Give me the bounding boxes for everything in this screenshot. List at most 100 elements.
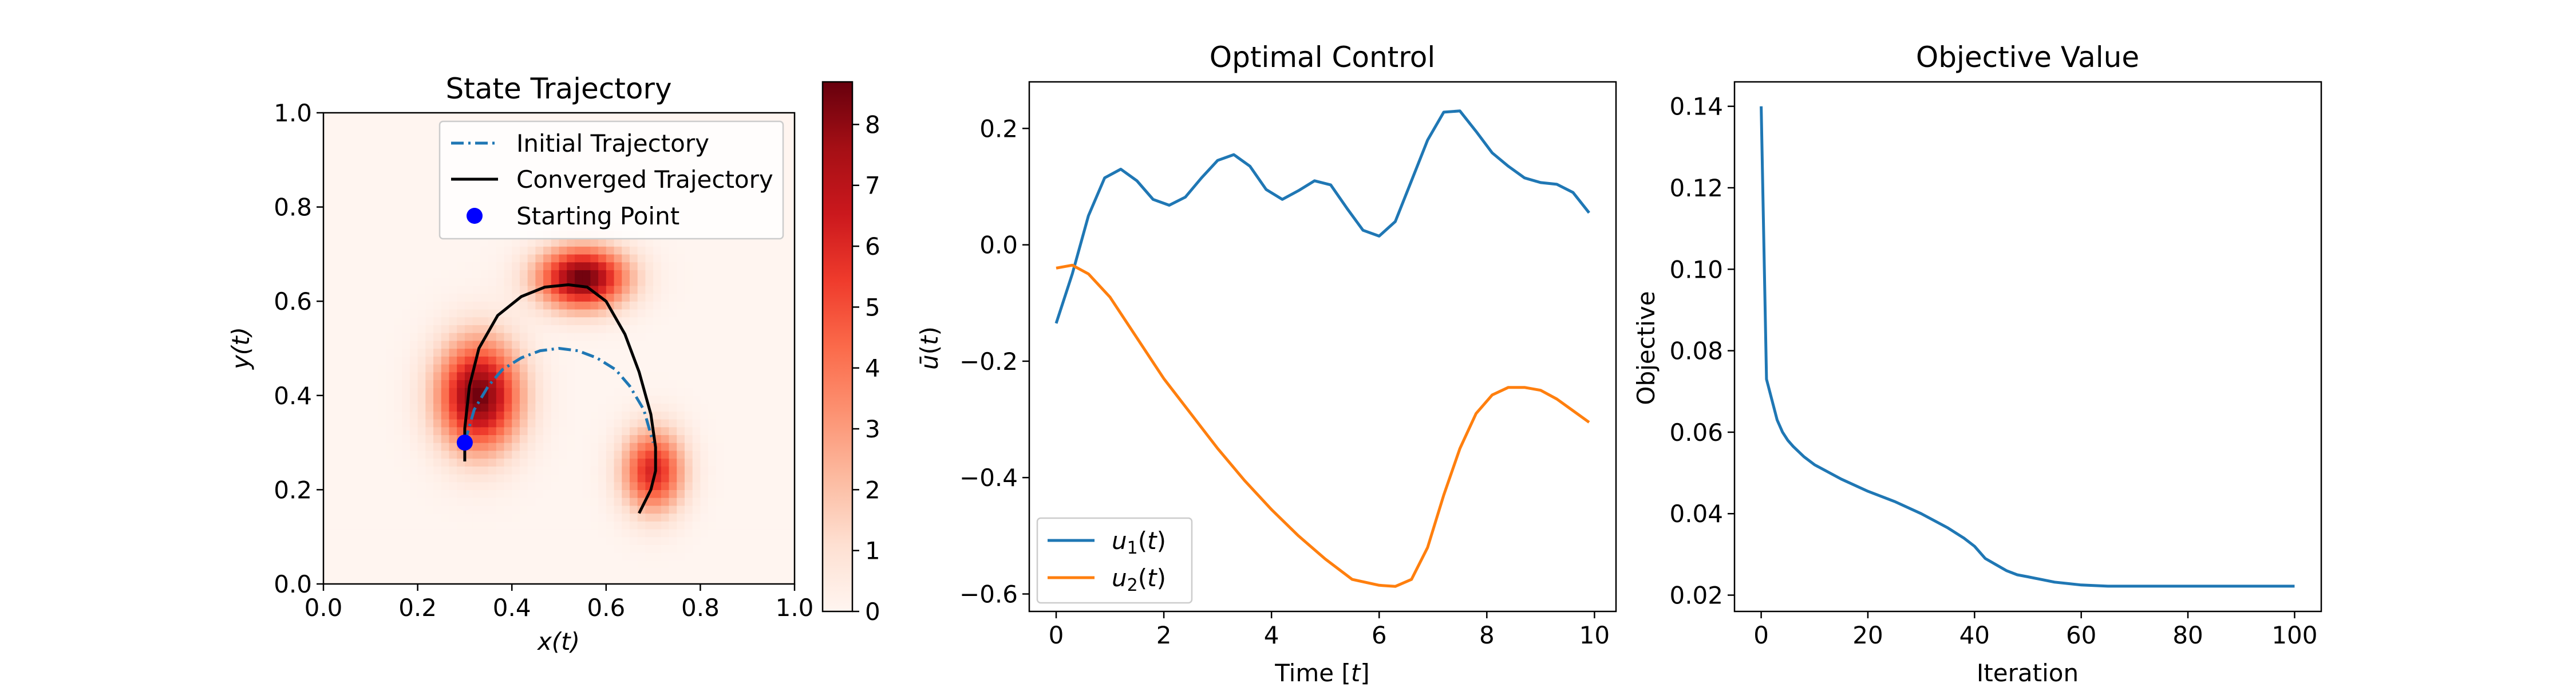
heatmap-cell bbox=[331, 418, 340, 428]
heatmap-cell bbox=[543, 262, 552, 270]
heatmap-cell bbox=[724, 380, 732, 388]
heatmap-cell bbox=[354, 309, 364, 318]
heatmap-cell bbox=[339, 136, 347, 145]
heatmap-cell bbox=[637, 270, 646, 278]
heatmap-cell bbox=[394, 380, 402, 388]
heatmap-cell bbox=[449, 395, 457, 404]
heatmap-cell bbox=[441, 372, 450, 380]
heatmap-cell bbox=[574, 278, 583, 286]
heatmap-cell bbox=[472, 254, 481, 263]
heatmap-cell bbox=[708, 113, 717, 121]
heatmap-cell bbox=[574, 450, 583, 459]
heatmap-cell bbox=[629, 481, 638, 490]
heatmap-cell bbox=[347, 309, 355, 318]
heatmap-cell bbox=[653, 372, 662, 380]
heatmap-cell bbox=[370, 333, 379, 341]
heatmap-cell bbox=[535, 473, 544, 483]
heatmap-cell bbox=[716, 552, 725, 561]
heatmap-cell bbox=[433, 552, 442, 561]
heatmap-cell bbox=[661, 348, 670, 357]
heatmap-cell bbox=[629, 380, 638, 388]
heatmap-cell bbox=[771, 521, 780, 530]
control-y-tick-label: −0.6 bbox=[959, 581, 1018, 609]
heatmap-cell bbox=[347, 560, 355, 569]
heatmap-cell bbox=[787, 120, 795, 129]
heatmap-cell bbox=[441, 458, 450, 467]
heatmap-cell bbox=[684, 301, 693, 310]
heatmap-cell bbox=[512, 333, 520, 341]
heatmap-cell bbox=[787, 356, 795, 365]
heatmap-cell bbox=[362, 278, 371, 286]
heatmap-cell bbox=[370, 301, 379, 310]
heatmap-cell bbox=[402, 262, 410, 270]
heatmap-cell bbox=[512, 380, 520, 388]
heatmap-cell bbox=[590, 560, 599, 569]
heatmap-cell bbox=[354, 411, 364, 420]
heatmap-cell bbox=[739, 309, 748, 318]
heatmap-cell bbox=[677, 418, 685, 428]
heatmap-cell bbox=[582, 356, 591, 365]
heatmap-cell bbox=[535, 364, 544, 373]
heatmap-cell bbox=[370, 560, 379, 569]
heatmap-cell bbox=[653, 411, 662, 420]
heatmap-cell bbox=[402, 223, 410, 231]
heatmap-cell bbox=[669, 521, 677, 530]
heatmap-cell bbox=[409, 278, 418, 286]
heatmap-cell bbox=[449, 536, 457, 546]
heatmap-cell bbox=[724, 466, 732, 475]
heatmap-cell bbox=[684, 380, 693, 388]
heatmap-cell bbox=[724, 544, 732, 553]
heatmap-cell bbox=[763, 301, 772, 310]
heatmap-cell bbox=[661, 513, 670, 522]
heatmap-cell bbox=[747, 333, 756, 341]
heatmap-cell bbox=[339, 473, 347, 483]
heatmap-cell bbox=[739, 246, 748, 255]
legend-marker-start bbox=[467, 208, 483, 224]
heatmap-cell bbox=[323, 317, 332, 325]
heatmap-cell bbox=[504, 498, 512, 506]
heatmap-cell bbox=[622, 458, 630, 467]
heatmap-cell bbox=[417, 466, 426, 475]
heatmap-cell bbox=[417, 576, 426, 584]
heatmap-cell bbox=[488, 388, 497, 396]
heatmap-cell bbox=[787, 168, 795, 176]
heatmap-cell bbox=[433, 333, 442, 341]
heatmap-cell bbox=[747, 552, 756, 561]
heatmap-cell bbox=[425, 521, 434, 530]
heatmap-cell bbox=[339, 544, 347, 553]
heatmap-cell bbox=[779, 481, 787, 490]
heatmap-cell bbox=[354, 466, 364, 475]
heatmap-cell bbox=[519, 481, 528, 490]
heatmap-cell bbox=[441, 544, 450, 553]
heatmap-cell bbox=[708, 364, 717, 373]
heatmap-cell bbox=[504, 395, 512, 404]
heatmap-cell bbox=[551, 568, 560, 577]
heatmap-cell bbox=[559, 521, 567, 530]
heatmap-cell bbox=[331, 372, 340, 380]
heatmap-cell bbox=[488, 372, 497, 380]
heatmap-cell bbox=[755, 246, 764, 255]
heatmap-cell bbox=[598, 481, 607, 490]
heatmap-cell bbox=[488, 348, 497, 357]
heatmap-cell bbox=[409, 136, 418, 145]
heatmap-cell bbox=[527, 443, 536, 451]
heatmap-cell bbox=[606, 427, 615, 435]
heatmap-cell bbox=[331, 144, 340, 153]
heatmap-cell bbox=[323, 301, 332, 310]
heatmap-cell bbox=[771, 388, 780, 396]
heatmap-cell bbox=[629, 458, 638, 467]
heatmap-cell bbox=[496, 458, 505, 467]
heatmap-cell bbox=[488, 521, 497, 530]
heatmap-cell bbox=[339, 262, 347, 270]
heatmap-cell bbox=[409, 466, 418, 475]
heatmap-cell bbox=[716, 325, 725, 333]
heatmap-cell bbox=[417, 215, 426, 223]
heatmap-cell bbox=[457, 498, 465, 506]
heatmap-cell bbox=[559, 513, 567, 522]
heatmap-cell bbox=[512, 113, 520, 121]
heatmap-cell bbox=[354, 576, 364, 584]
heatmap-cell bbox=[354, 544, 364, 553]
heatmap-cell bbox=[739, 576, 748, 584]
heatmap-cell bbox=[386, 301, 395, 310]
heatmap-cell bbox=[590, 388, 599, 396]
